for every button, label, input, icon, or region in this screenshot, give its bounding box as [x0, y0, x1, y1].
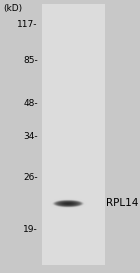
Text: (kD): (kD)	[3, 4, 22, 13]
FancyBboxPatch shape	[42, 4, 105, 265]
Text: 26-: 26-	[23, 173, 38, 182]
Text: 19-: 19-	[23, 225, 38, 234]
Text: RPL14: RPL14	[106, 198, 139, 208]
Text: 34-: 34-	[23, 132, 38, 141]
Text: 85-: 85-	[23, 56, 38, 64]
Text: 48-: 48-	[23, 99, 38, 108]
Text: 117-: 117-	[17, 20, 38, 29]
